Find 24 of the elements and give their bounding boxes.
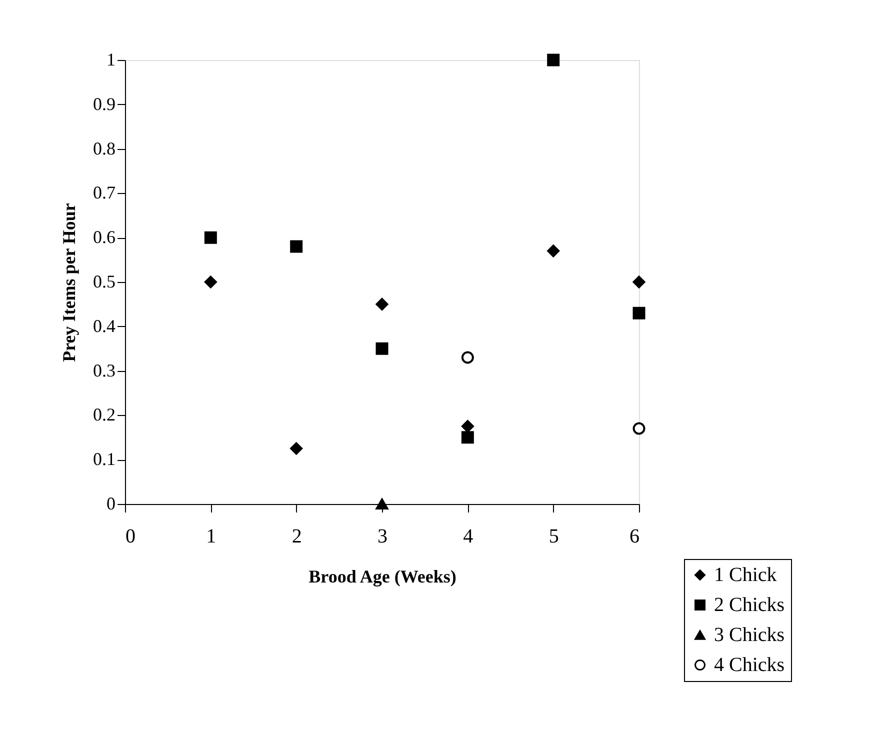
x-tick-label: 6 xyxy=(630,526,640,548)
y-tick-label: 0.8 xyxy=(93,138,116,158)
x-tick-label: 3 xyxy=(378,526,388,548)
y-tick-label: 0.4 xyxy=(93,316,116,336)
y-tick-label: 0 xyxy=(106,494,116,514)
y-tick-label: 0.2 xyxy=(93,404,116,425)
x-tick-label: 0 xyxy=(126,526,136,548)
y-tick-label: 0.3 xyxy=(93,360,116,380)
y-tick-label: 1 xyxy=(106,50,116,70)
x-tick-label: 4 xyxy=(463,526,474,548)
legend-label: 4 Chicks xyxy=(714,654,785,676)
x-tick-label: 5 xyxy=(548,526,559,548)
y-tick-label: 0.9 xyxy=(93,94,116,114)
y-tick-label: 0.6 xyxy=(93,227,116,248)
legend-label: 3 Chicks xyxy=(714,624,785,646)
y-tick-label: 0.5 xyxy=(93,272,116,292)
y-axis-title: Prey Items per Hour xyxy=(59,203,79,362)
y-tick-label: 0.7 xyxy=(93,182,116,203)
x-tick-label: 1 xyxy=(206,526,216,548)
y-tick-label: 0.1 xyxy=(93,449,116,470)
x-axis-title: Brood Age (Weeks) xyxy=(308,566,456,586)
legend-label: 1 Chick xyxy=(714,564,777,586)
x-tick-label: 2 xyxy=(292,526,302,548)
legend-label: 2 Chicks xyxy=(714,594,785,616)
